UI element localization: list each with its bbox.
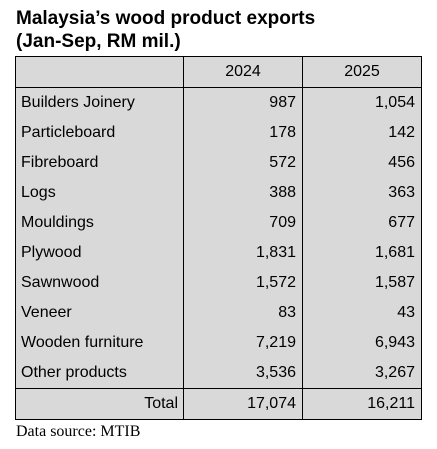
- table-row: Wooden furniture 7,219 6,943: [15, 328, 422, 358]
- table-row: Mouldings 709 677: [15, 208, 422, 238]
- exports-table: 2024 2025 Builders Joinery 987 1,054 Par…: [15, 56, 422, 420]
- row-label: Plywood: [15, 238, 184, 268]
- table-row: Veneer 83 43: [15, 298, 422, 328]
- value-2024: 1,831: [183, 238, 303, 268]
- total-label: Total: [15, 388, 184, 420]
- row-label: Particleboard: [15, 118, 184, 148]
- row-label: Fibreboard: [15, 148, 184, 178]
- row-label: Mouldings: [15, 208, 184, 238]
- value-2025: 1,587: [302, 268, 422, 298]
- total-row: Total 17,074 16,211: [15, 388, 422, 420]
- value-2024: 1,572: [183, 268, 303, 298]
- value-2024: 709: [183, 208, 303, 238]
- data-source: Data source: MTIB: [16, 423, 141, 440]
- header-2025: 2025: [302, 56, 422, 88]
- value-2024: 3,536: [183, 358, 303, 389]
- table-row: Logs 388 363: [15, 178, 422, 208]
- header-2024: 2024: [183, 56, 303, 88]
- value-2025: 677: [302, 208, 422, 238]
- row-label: Other products: [15, 358, 184, 389]
- title-line-2: (Jan-Sep, RM mil.): [16, 31, 181, 52]
- title-line-1: Malaysia’s wood product exports: [16, 8, 316, 29]
- value-2025: 3,267: [302, 358, 422, 389]
- total-2025: 16,211: [302, 388, 422, 420]
- value-2024: 572: [183, 148, 303, 178]
- row-label: Sawnwood: [15, 268, 184, 298]
- value-2025: 1,054: [302, 87, 422, 118]
- value-2024: 83: [183, 298, 303, 328]
- table-row: Sawnwood 1,572 1,587: [15, 268, 422, 298]
- chart-title: Malaysia’s wood product exports (Jan-Sep…: [16, 7, 315, 53]
- value-2024: 987: [183, 87, 303, 118]
- value-2025: 43: [302, 298, 422, 328]
- value-2024: 178: [183, 118, 303, 148]
- value-2025: 363: [302, 178, 422, 208]
- value-2024: 388: [183, 178, 303, 208]
- value-2025: 456: [302, 148, 422, 178]
- table-row: Other products 3,536 3,267: [15, 358, 422, 389]
- row-label: Veneer: [15, 298, 184, 328]
- table-row: Builders Joinery 987 1,054: [15, 87, 422, 118]
- table-row: Fibreboard 572 456: [15, 148, 422, 178]
- value-2025: 1,681: [302, 238, 422, 268]
- table-row: Particleboard 178 142: [15, 118, 422, 148]
- row-label: Builders Joinery: [15, 87, 184, 118]
- row-label: Wooden furniture: [15, 328, 184, 358]
- value-2024: 7,219: [183, 328, 303, 358]
- row-label: Logs: [15, 178, 184, 208]
- table-row: Plywood 1,831 1,681: [15, 238, 422, 268]
- header-row: 2024 2025: [15, 56, 422, 88]
- header-label-cell: [15, 56, 184, 88]
- total-2024: 17,074: [183, 388, 303, 420]
- value-2025: 6,943: [302, 328, 422, 358]
- value-2025: 142: [302, 118, 422, 148]
